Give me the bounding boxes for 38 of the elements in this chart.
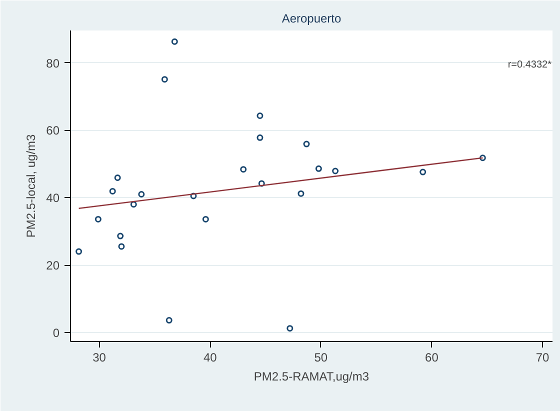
point — [202, 216, 209, 222]
chart-title: Aeropuerto — [282, 12, 342, 26]
point — [479, 154, 486, 162]
point — [190, 192, 197, 200]
point — [166, 317, 172, 324]
point — [258, 180, 265, 187]
point — [130, 201, 137, 208]
point — [240, 166, 247, 173]
point — [303, 140, 310, 148]
point — [114, 174, 121, 181]
point — [171, 38, 178, 45]
x-tick-label: 30 — [92, 350, 106, 364]
point — [138, 191, 145, 198]
point — [76, 248, 82, 255]
point — [161, 76, 168, 83]
point — [286, 325, 294, 332]
x-tick-label: 60 — [425, 350, 439, 364]
point — [118, 243, 125, 250]
y-tick-label: 0 — [52, 326, 60, 340]
point — [256, 112, 264, 119]
y-tick-label: 60 — [46, 124, 60, 138]
point — [109, 188, 116, 194]
point — [332, 168, 339, 174]
point — [256, 134, 264, 141]
x-tick-label: 40 — [203, 350, 218, 364]
x-tick-label: 70 — [536, 350, 550, 364]
point — [94, 216, 102, 222]
point — [420, 168, 426, 176]
point — [117, 232, 124, 240]
x-axis-title: PM2.5-RAMAT,ug/m3 — [254, 370, 370, 384]
y-tick-label: 20 — [46, 258, 60, 273]
y-axis-title: PM2.5-local, ug/m3 — [24, 134, 38, 238]
annotation: r=0.4332* — [508, 59, 552, 70]
x-tick-label: 50 — [314, 350, 328, 364]
point — [315, 165, 322, 172]
point — [298, 190, 304, 197]
y-tick-label: 80 — [46, 56, 60, 70]
y-tick-label: 40 — [46, 191, 60, 206]
